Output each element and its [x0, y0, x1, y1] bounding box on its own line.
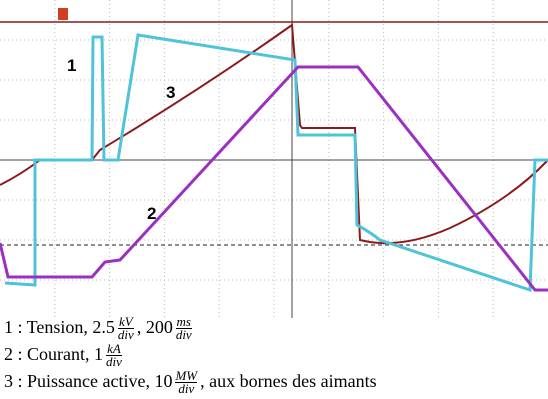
- trace-label: 3: [166, 83, 175, 102]
- trace-label: 2: [147, 204, 156, 223]
- caption-text: 3 : Puissance active, 10: [4, 371, 172, 391]
- caption-text: 1 : Tension, 2.5: [4, 317, 115, 337]
- oscilloscope-screen: 1 2 3: [0, 0, 548, 318]
- denominator: div: [176, 329, 192, 341]
- caption-text: 2 : Courant, 1: [4, 344, 103, 364]
- caption-text: , 200: [137, 317, 173, 337]
- denominator: div: [118, 329, 134, 341]
- trace-label: 1: [67, 56, 76, 75]
- denominator: div: [106, 356, 122, 368]
- page: 1 2 3 1 : Tension, 2.5kVdiv, 200msdiv2 :…: [0, 0, 548, 399]
- denominator: div: [175, 383, 197, 395]
- caption-text: , aux bornes des aimants: [200, 371, 376, 391]
- trigger-marker: [58, 8, 68, 20]
